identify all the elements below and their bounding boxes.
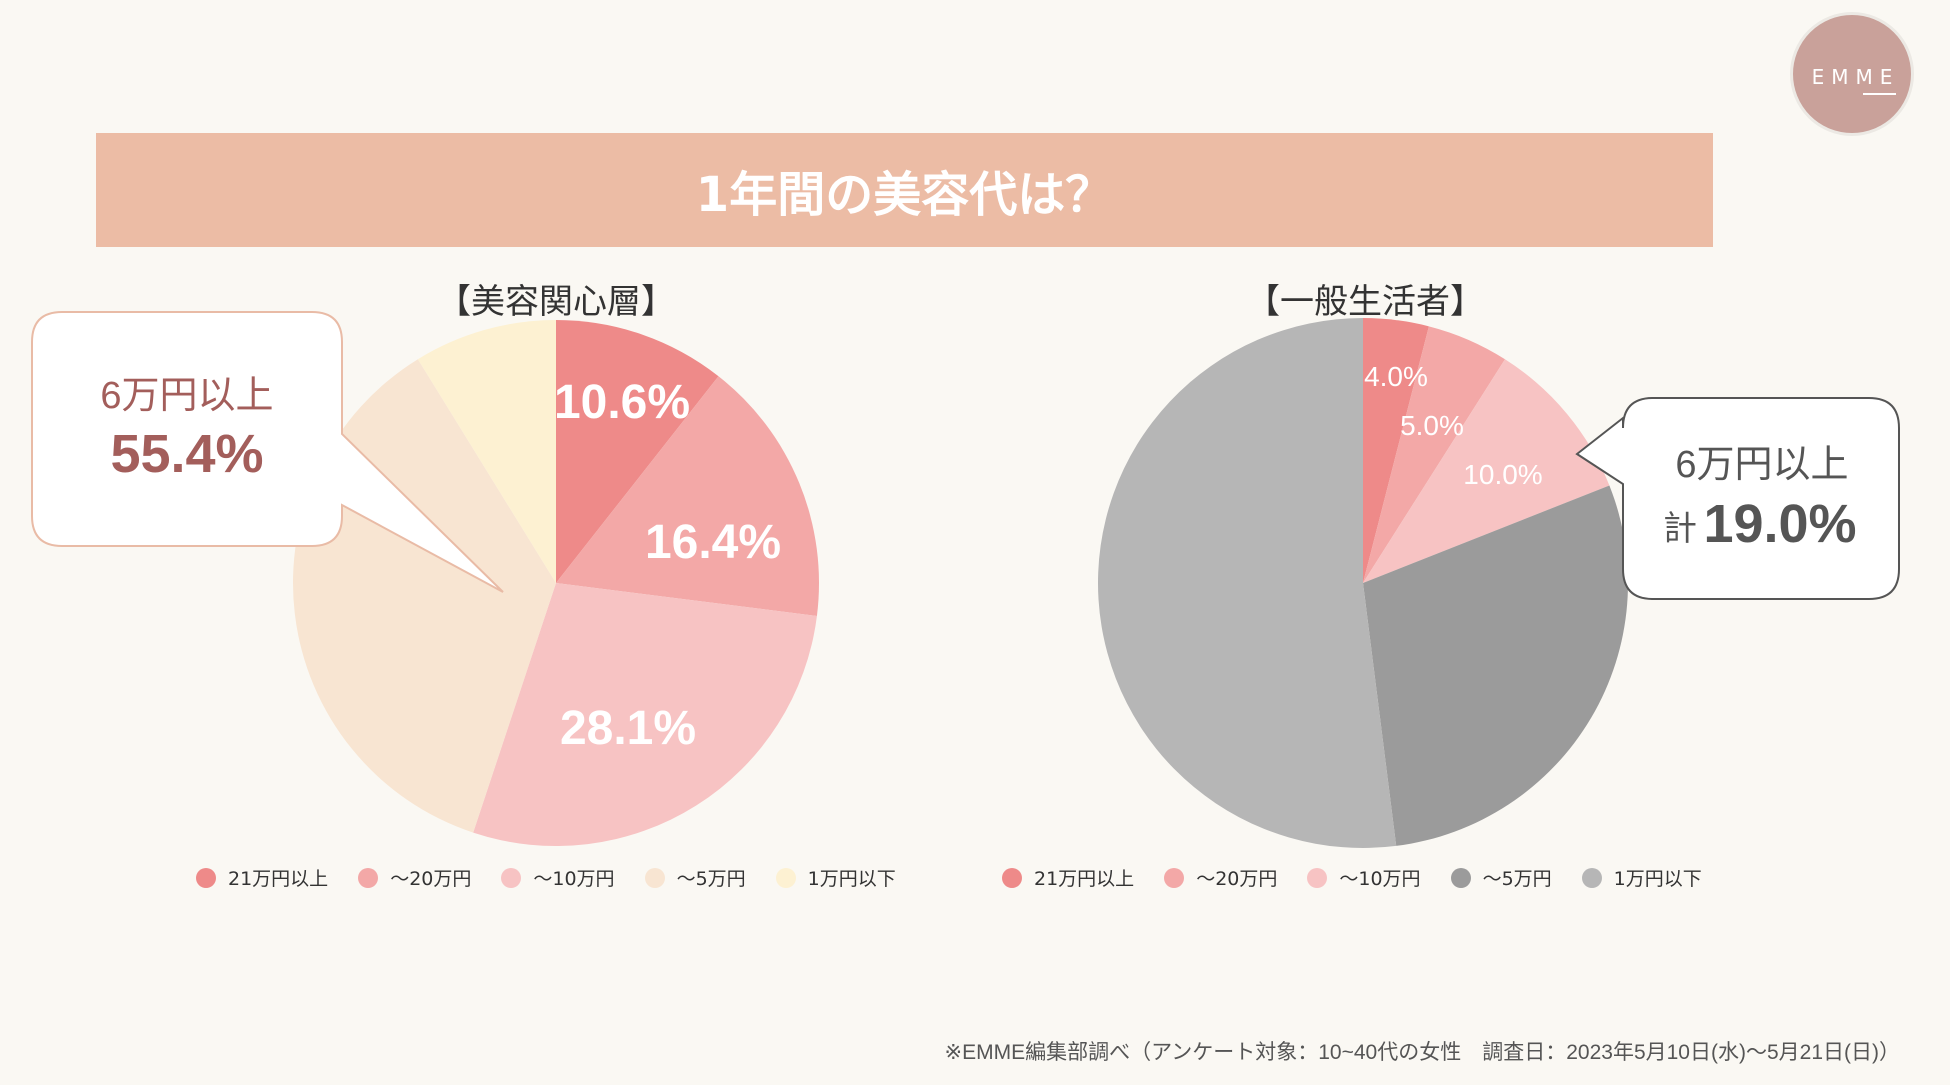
pie-slice [556, 320, 719, 583]
left-callout-label: 6万円以上 [100, 375, 273, 417]
pie-slice [1363, 485, 1628, 846]
legend-item: 〜5万円 [1450, 864, 1552, 891]
legend-item: 〜5万円 [644, 864, 746, 891]
legend-swatch [1581, 867, 1602, 888]
pie-slice [1363, 359, 1610, 583]
data-label: 10.0% [1463, 459, 1542, 490]
data-label: 16.4% [645, 516, 781, 569]
legend-label: 〜5万円 [1482, 868, 1552, 890]
data-label: 5.0% [1400, 410, 1464, 441]
data-label: 10.6% [554, 376, 690, 429]
left-legend: 21万円以上 〜20万円 〜10万円 〜5万円 1万円以下 [196, 864, 926, 891]
data-label: 28.1% [560, 702, 696, 755]
left-callout-bubble [31, 311, 504, 593]
legend-label: 〜10万円 [533, 868, 615, 890]
title-banner: 1年間の美容代は？ [96, 133, 1713, 247]
right-legend: 21万円以上 〜20万円 〜10万円 〜5万円 1万円以下 [1002, 864, 1732, 891]
legend-label: 21万円以上 [1034, 868, 1135, 890]
right-callout-bubble [1575, 397, 1900, 600]
legend-swatch [1164, 867, 1185, 888]
legend-item: 1万円以下 [775, 864, 896, 891]
legend-swatch [501, 867, 522, 888]
pie-slice [1363, 326, 1505, 583]
legend-swatch [1002, 867, 1022, 888]
legend-label: 21万円以上 [228, 868, 329, 890]
right-callout-label: 6万円以上 [1675, 444, 1848, 486]
legend-item: 〜20万円 [1164, 864, 1277, 891]
data-label: 4.0% [1364, 361, 1428, 392]
legend-item: 〜20万円 [358, 864, 471, 891]
legend-item: 〜10万円 [501, 864, 615, 891]
pie-slice [1363, 318, 1429, 583]
legend-label: 〜10万円 [1339, 868, 1421, 890]
pie-slice [473, 583, 817, 846]
legend-label: 〜5万円 [676, 868, 746, 890]
legend-label: 〜20万円 [390, 868, 472, 890]
logo-underline [1863, 93, 1896, 95]
left-callout-value: 55.4% [110, 424, 263, 484]
pie-slice [1098, 318, 1397, 848]
legend-swatch [775, 867, 796, 888]
right-chart-title: 【一般生活者】 [1246, 282, 1484, 322]
legend-swatch [644, 867, 665, 888]
right-pie [1098, 318, 1628, 848]
legend-swatch [358, 867, 379, 888]
legend-swatch [1307, 867, 1328, 888]
legend-item: 〜10万円 [1307, 864, 1421, 891]
emme-logo: EMME [1790, 12, 1914, 136]
right-callout-value: 19.0% [1703, 494, 1856, 554]
legend-swatch [196, 867, 216, 888]
pie-slice [556, 376, 819, 616]
legend-label: 〜20万円 [1196, 868, 1278, 890]
logo-text: EMME [1811, 65, 1900, 89]
legend-item: 21万円以上 [1002, 864, 1134, 891]
left-chart-title: 【美容関心層】 [437, 282, 675, 322]
pie-slice [417, 320, 556, 583]
page-title: 1年間の美容代は？ [695, 167, 1114, 223]
right-callout-prefix: 計 [1663, 510, 1697, 548]
legend-label: 1万円以下 [1613, 868, 1702, 890]
source-footnote: ※EMME編集部調べ（アンケート対象：10~40代の女性 調査日：2023年5月… [944, 1041, 1901, 1064]
legend-item: 21万円以上 [196, 864, 328, 891]
legend-label: 1万円以下 [807, 868, 896, 890]
legend-swatch [1450, 867, 1471, 888]
legend-item: 1万円以下 [1581, 864, 1702, 891]
